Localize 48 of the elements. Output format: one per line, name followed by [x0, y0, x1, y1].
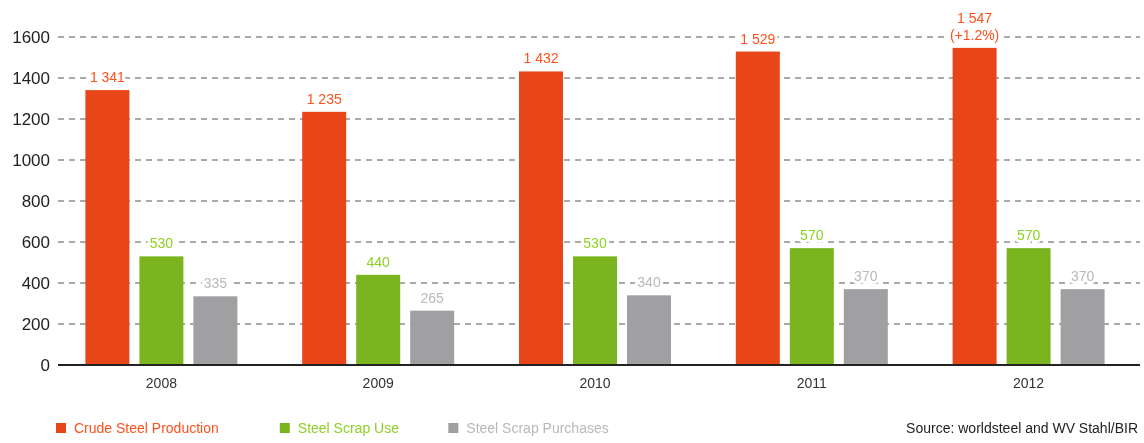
y-tick-label: 200	[21, 315, 50, 334]
bar	[410, 310, 455, 365]
data-label: 530	[149, 235, 174, 252]
y-tick-label: 0	[40, 356, 50, 375]
y-tick-label: 600	[21, 233, 50, 252]
legend-label: Steel Scrap Purchases	[466, 420, 609, 436]
bar	[139, 256, 184, 365]
bar	[85, 90, 130, 365]
source-note: Source: worldsteel and WV Stahl/BIR	[906, 420, 1138, 436]
x-tick-label: 2011	[796, 375, 828, 391]
bar	[356, 274, 401, 365]
bar	[789, 248, 834, 365]
x-tick-label: 2009	[362, 375, 394, 391]
x-tick-label: 2008	[145, 375, 178, 391]
data-label: 570	[1016, 227, 1041, 244]
x-tick-label: 2010	[579, 375, 611, 391]
bar	[193, 296, 238, 365]
data-label: 1 529	[740, 30, 776, 47]
data-label: 340	[637, 274, 661, 291]
y-tick-label: 400	[21, 274, 50, 293]
data-label: 370	[1070, 268, 1095, 285]
legend-label: Crude Steel Production	[74, 420, 219, 436]
y-tick-label: 1200	[12, 110, 50, 129]
y-tick-label: 800	[21, 192, 50, 211]
bar	[952, 47, 997, 365]
data-label: 265	[420, 289, 445, 306]
data-label: 370	[854, 268, 878, 285]
data-label: 570	[800, 227, 824, 244]
data-label: 1 547 (+1.2%)	[949, 9, 1000, 43]
data-label: 1 235	[306, 90, 342, 107]
bar	[735, 51, 780, 365]
bar	[302, 111, 347, 365]
y-tick-label: 1600	[12, 28, 50, 47]
bar	[1006, 248, 1051, 365]
data-label: 530	[583, 235, 607, 252]
bar	[573, 256, 617, 365]
bar	[519, 71, 563, 365]
data-label: 440	[366, 253, 391, 270]
bar	[627, 295, 671, 365]
y-tick-label: 1400	[12, 69, 50, 88]
data-label: 1 341	[89, 69, 126, 86]
y-tick-label: 1000	[12, 151, 50, 170]
x-tick-label: 2012	[1013, 375, 1045, 391]
data-label: 1 432	[523, 50, 559, 67]
bar	[1060, 289, 1105, 365]
data-label: 335	[203, 275, 228, 292]
bar	[843, 289, 888, 365]
legend-label: Steel Scrap Use	[297, 420, 400, 436]
